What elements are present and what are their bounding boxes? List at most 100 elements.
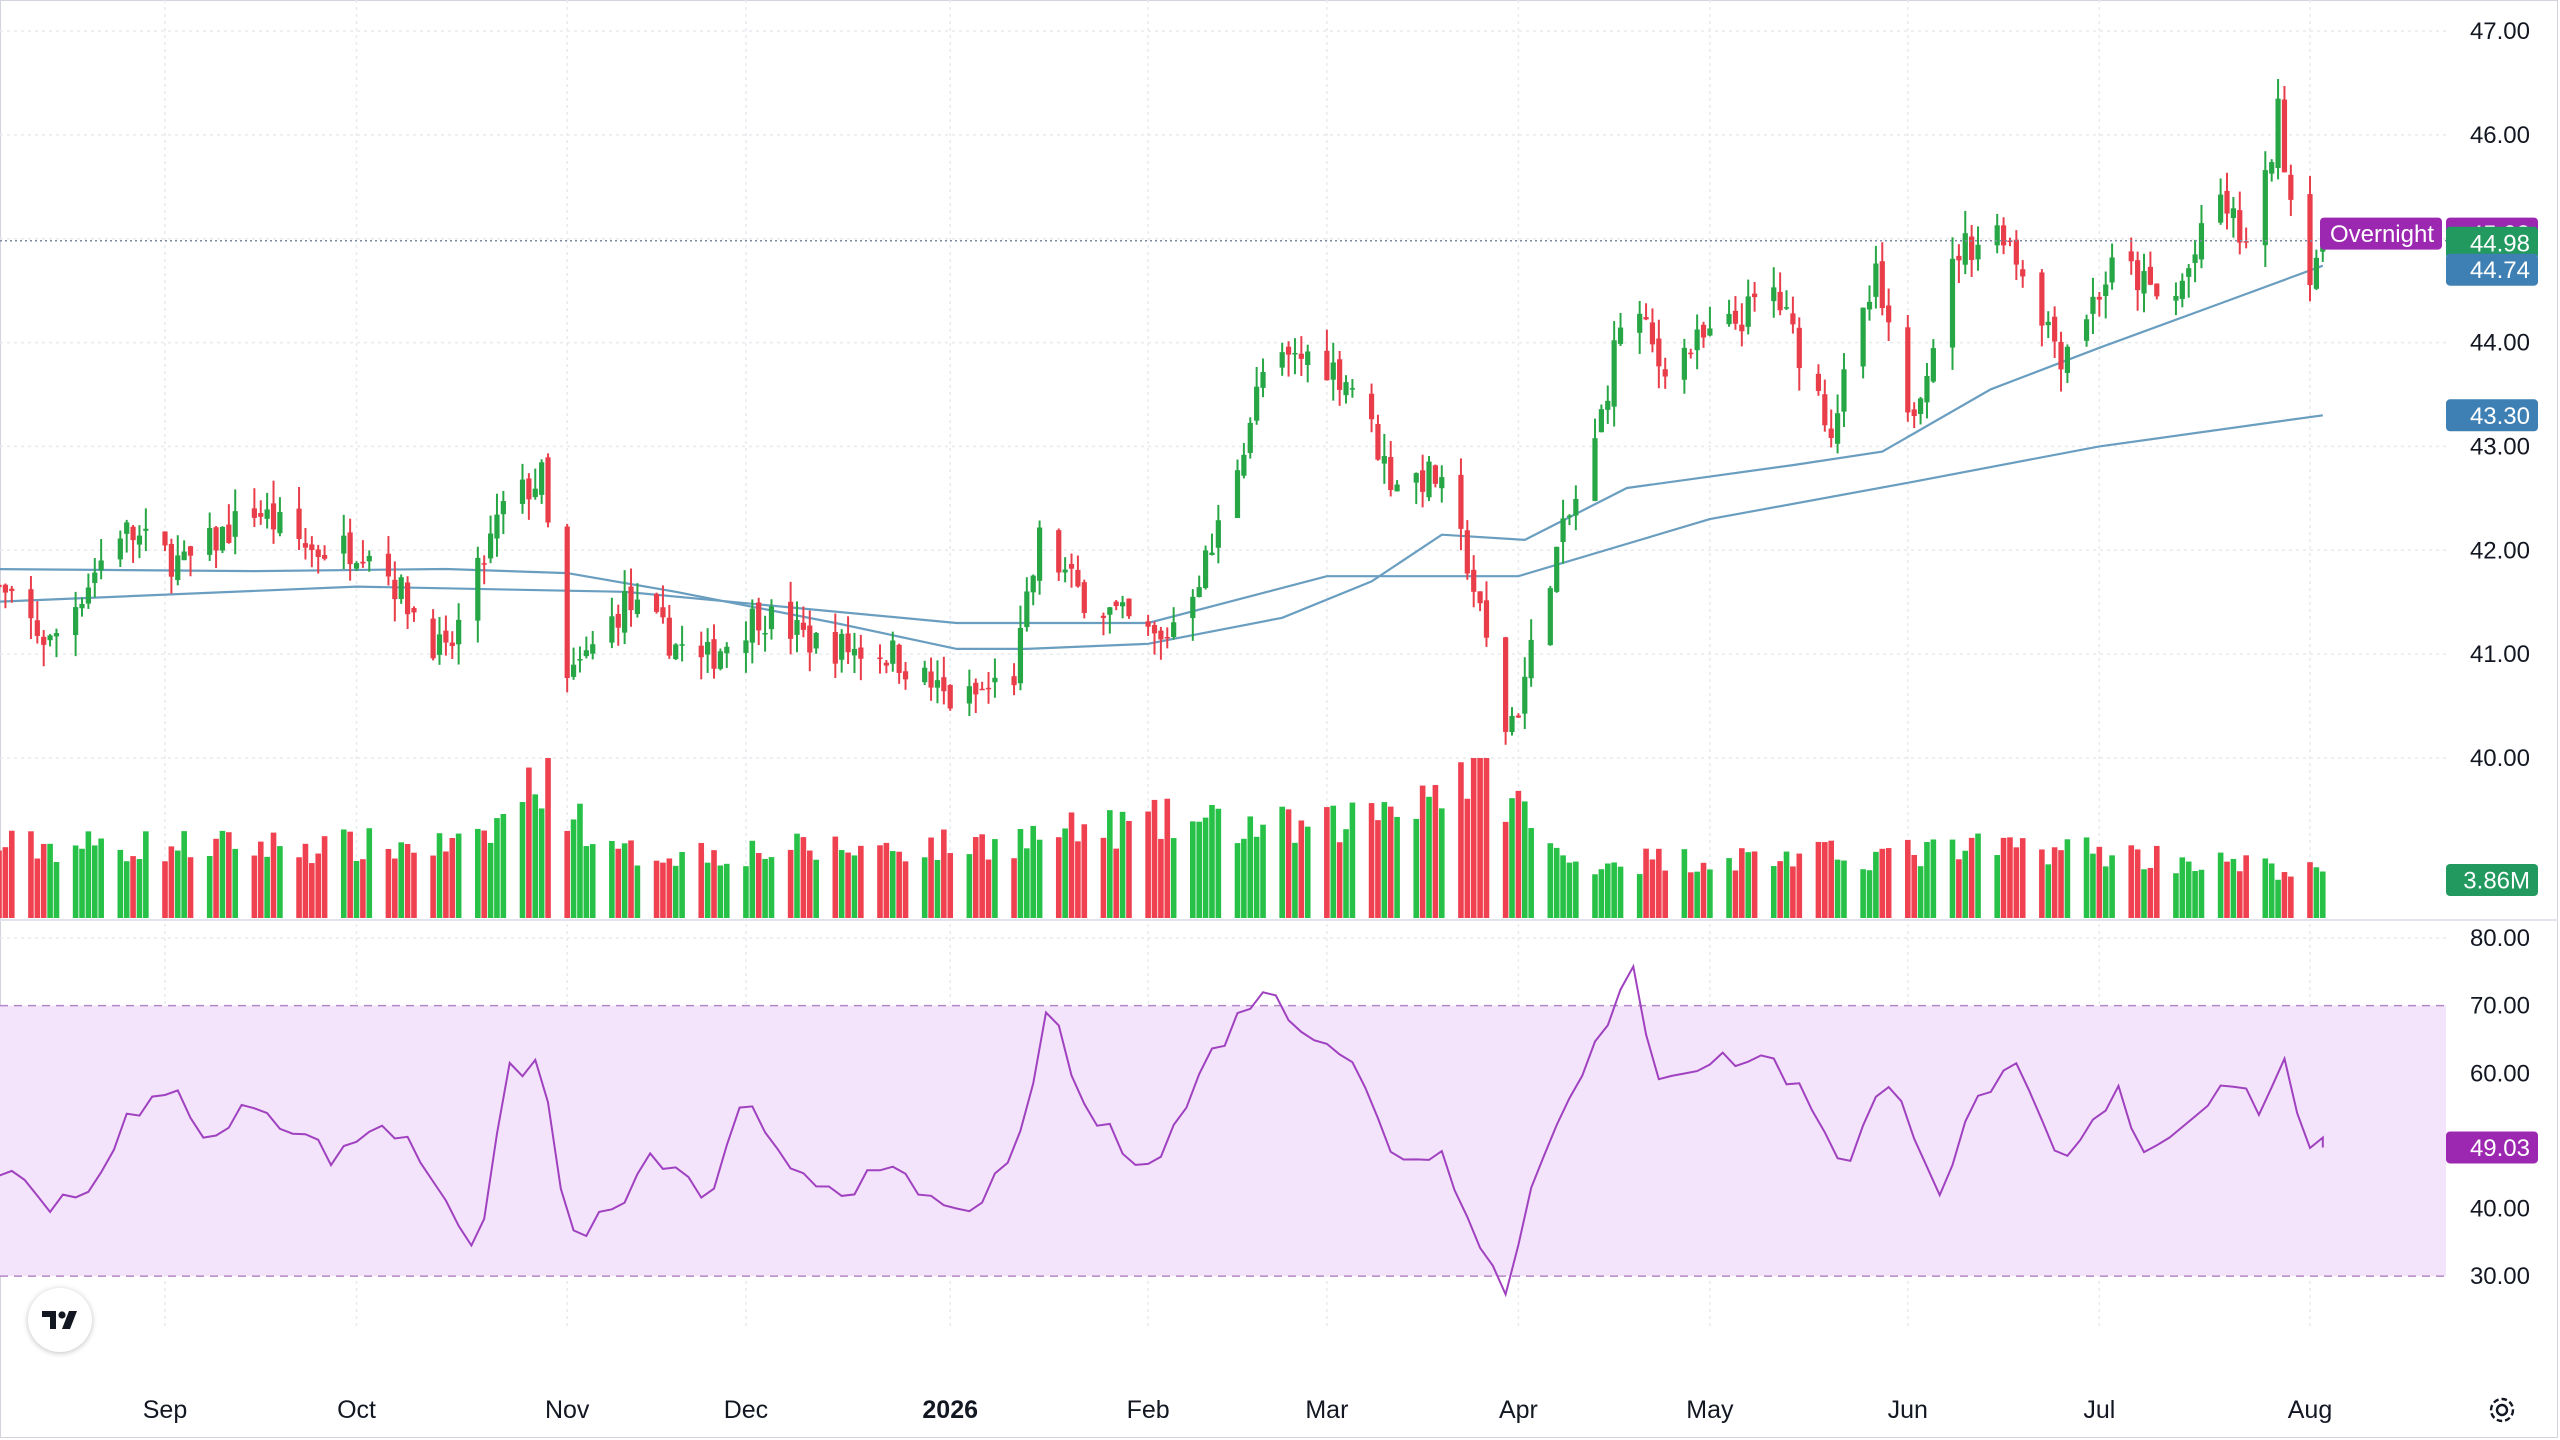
gear-icon[interactable] — [2486, 1394, 2518, 1426]
candle-body — [1598, 409, 1604, 433]
candle-body — [615, 613, 621, 628]
volume-bar — [8, 830, 15, 918]
volume-bar — [1036, 839, 1043, 918]
volume-bar — [538, 808, 545, 918]
volume-bar — [411, 852, 417, 918]
volume-bar — [832, 836, 839, 918]
volume-bar — [787, 849, 794, 918]
volume-bar — [2090, 853, 2096, 918]
candle-body — [219, 526, 226, 551]
candle-body — [634, 599, 641, 614]
candle-body — [1292, 352, 1298, 355]
candle-body — [807, 625, 813, 653]
volume-bar — [1911, 854, 1917, 918]
date-label: Apr — [1499, 1396, 1538, 1424]
volume-bar — [117, 849, 124, 918]
volume-bar — [2102, 866, 2109, 918]
candle-body — [928, 671, 934, 688]
price-tick-label: 40.00 — [2470, 745, 2530, 772]
candle-body — [85, 587, 91, 604]
volume-bar — [845, 852, 851, 918]
candle-body — [813, 633, 819, 649]
tradingview-logo-icon[interactable] — [28, 1288, 92, 1352]
volume-bar — [1656, 848, 1662, 918]
candle-body — [1483, 600, 1490, 638]
candle-body — [845, 633, 851, 653]
volume-bar — [666, 858, 673, 918]
candle-body — [456, 619, 462, 645]
candle-body — [360, 561, 366, 564]
volume-bar — [1030, 825, 1037, 918]
volume-bar — [1483, 758, 1490, 918]
volume-bar — [583, 846, 590, 918]
volume-bar — [653, 860, 660, 918]
ma-50-value-bg — [2446, 253, 2538, 286]
candle-body — [2275, 98, 2281, 169]
candle-body — [1056, 530, 1062, 573]
volume-bar — [1151, 799, 1158, 918]
volume-bar — [85, 831, 92, 918]
volume-bar — [174, 850, 181, 918]
volume-bar — [2281, 872, 2288, 918]
candle-body — [1777, 291, 1783, 311]
candle-body — [1751, 293, 1758, 298]
volume-bar — [1681, 849, 1688, 918]
volume-bar — [2096, 846, 2103, 918]
date-label: Aug — [2288, 1396, 2332, 1424]
candle-body — [1241, 454, 1247, 476]
candle-body — [1637, 313, 1643, 333]
candle-body — [1969, 236, 1975, 260]
volume-bar — [2198, 869, 2205, 918]
volume-bar — [1170, 838, 1177, 918]
volume-bar — [1190, 821, 1196, 918]
volume-bar — [889, 851, 896, 918]
volume-bar — [1196, 821, 1202, 918]
ma-200-value: 43.30 — [2470, 403, 2530, 430]
volume-bar — [1968, 837, 1975, 918]
volume-bar — [2313, 867, 2320, 918]
volume-bar — [1234, 843, 1241, 918]
volume-bar — [2019, 838, 2026, 918]
volume-bar — [1521, 801, 1528, 918]
volume-bar — [1279, 806, 1285, 918]
candle-body — [392, 579, 398, 600]
candle-body — [1145, 621, 1151, 627]
volume-bar — [1604, 863, 1611, 918]
candle-body — [2230, 208, 2236, 219]
candle-body — [2243, 241, 2249, 243]
volume-bar — [1777, 861, 1783, 918]
volume-bar — [672, 865, 679, 918]
volume-bar — [1285, 809, 1292, 918]
volume-bar — [851, 855, 858, 918]
candle-body — [436, 634, 443, 655]
candle-body — [1905, 327, 1911, 413]
volume-bar — [1426, 796, 1432, 918]
candle-body — [1924, 375, 1930, 403]
candle-body — [660, 607, 666, 618]
volume-bar — [98, 838, 104, 918]
candle-body — [532, 488, 538, 498]
volume-bar — [1560, 855, 1566, 918]
volume-bar — [749, 840, 756, 918]
candle-body — [1119, 602, 1126, 607]
candle-body — [1528, 639, 1534, 679]
candle-body — [1394, 484, 1400, 492]
candle-body — [404, 582, 411, 615]
volume-bar — [392, 858, 398, 918]
candle-body — [1260, 372, 1266, 388]
candle-body — [47, 635, 53, 641]
volume-bar — [1956, 859, 1962, 918]
volume-bar — [1298, 820, 1305, 918]
candle-body — [1707, 328, 1713, 336]
volume-bar — [1885, 848, 1892, 918]
volume-bar — [609, 841, 615, 918]
candle-body — [2045, 321, 2051, 326]
volume-bar — [1253, 836, 1260, 918]
ma-50-line — [0, 264, 2324, 650]
candle-body — [1126, 598, 1132, 617]
candle-body — [519, 479, 526, 504]
volume-bar — [226, 832, 232, 918]
volume-bar — [270, 832, 277, 918]
candle-body — [79, 603, 85, 609]
